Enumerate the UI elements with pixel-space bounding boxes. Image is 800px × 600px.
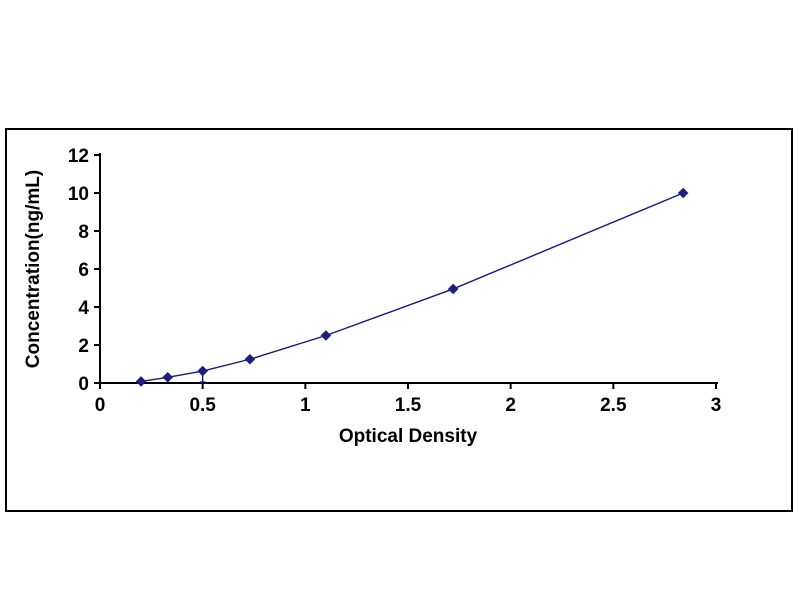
svg-text:3: 3 xyxy=(711,395,722,416)
x-axis xyxy=(99,382,718,389)
series-markers xyxy=(135,187,689,387)
y-axis-title: Concentration(ng/mL) xyxy=(23,169,44,369)
svg-text:4: 4 xyxy=(78,298,89,319)
svg-text:2: 2 xyxy=(505,395,516,416)
svg-text:0.5: 0.5 xyxy=(189,395,216,416)
svg-text:1.5: 1.5 xyxy=(395,395,422,416)
series-line xyxy=(140,192,684,383)
svg-text:2: 2 xyxy=(78,336,89,357)
chart-figure: 0 2 4 6 8 10 12 0 0.5 1 1.5 2 2.5 3 Concentration(ng/… xyxy=(5,128,793,512)
svg-text:0: 0 xyxy=(95,395,106,416)
svg-text:6: 6 xyxy=(78,260,89,281)
svg-text:2.5: 2.5 xyxy=(600,395,627,416)
x-tick-labels: 0 0.5 1 1.5 2 2.5 3 xyxy=(95,395,722,416)
standard-curve-plot: 0 2 4 6 8 10 12 0 0.5 1 1.5 2 2.5 3 xyxy=(68,146,722,416)
svg-text:10: 10 xyxy=(68,184,89,205)
svg-text:1: 1 xyxy=(300,395,311,416)
y-axis xyxy=(94,153,101,384)
y-tick-labels: 0 2 4 6 8 10 12 xyxy=(68,146,90,395)
svg-text:12: 12 xyxy=(68,146,89,167)
svg-text:0: 0 xyxy=(78,374,89,395)
x-axis-title: Optical Density xyxy=(338,426,478,447)
svg-text:8: 8 xyxy=(78,222,89,243)
